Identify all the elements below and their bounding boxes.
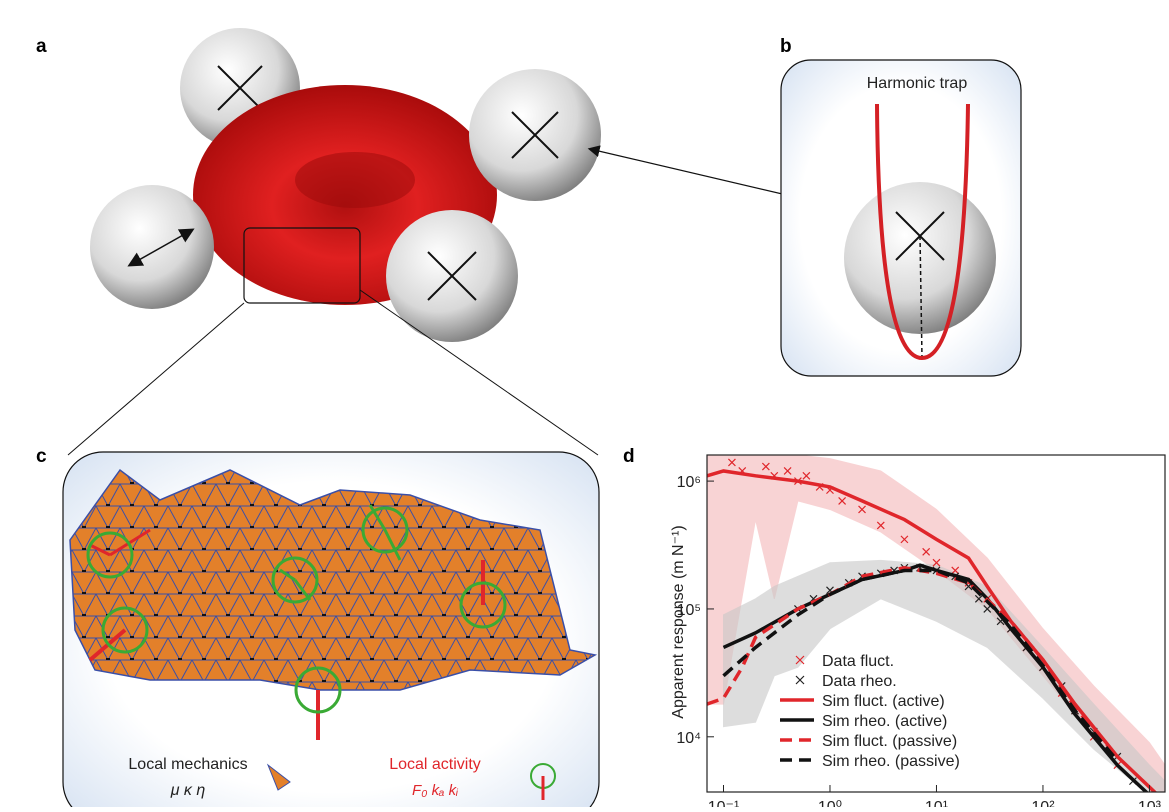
cell-illustration: [68, 28, 808, 455]
trap-title: Harmonic trap: [867, 75, 968, 92]
legend-label: Sim fluct. (passive): [822, 733, 957, 750]
legend-label: Sim rheo. (active): [822, 713, 947, 730]
legend-label: Sim rheo. (passive): [822, 753, 960, 770]
legend-label: Data rheo.: [822, 673, 897, 690]
panel-label: a: [36, 36, 47, 57]
mechanics-label: Local mechanics: [128, 756, 247, 773]
x-tick-label: 10²: [1031, 799, 1055, 807]
mechanics-symbols: μ κ η: [170, 782, 206, 799]
y-axis-label: Apparent response (m N⁻¹): [670, 525, 687, 718]
x-tick-label: 10¹: [925, 799, 948, 807]
plot: 10⁻¹ 10⁰ 10¹ 10² 10³ 10⁴ 10⁵ 10⁶ Data fluct. Data…: [676, 455, 1165, 807]
y-tick-label: 10⁵: [677, 602, 701, 619]
x-tick-label: 10⁻¹: [708, 799, 740, 807]
legend-label: Sim fluct. (active): [822, 693, 945, 710]
legend-label: Data fluct.: [822, 653, 894, 670]
y-tick-label: 10⁶: [677, 474, 701, 491]
figure: a b Harmonic trap c Local mechanics μ κ …: [0, 0, 1169, 807]
activity-symbols: F₀ kₐ kᵢ: [412, 782, 459, 799]
x-tick-label: 10³: [1138, 799, 1162, 807]
panel-label: c: [36, 446, 47, 467]
x-tick-label: 10⁰: [818, 799, 842, 807]
activity-label: Local activity: [389, 756, 481, 773]
panel-label: d: [623, 446, 635, 467]
panel-label: b: [780, 36, 792, 57]
y-tick-label: 10⁴: [676, 730, 701, 747]
